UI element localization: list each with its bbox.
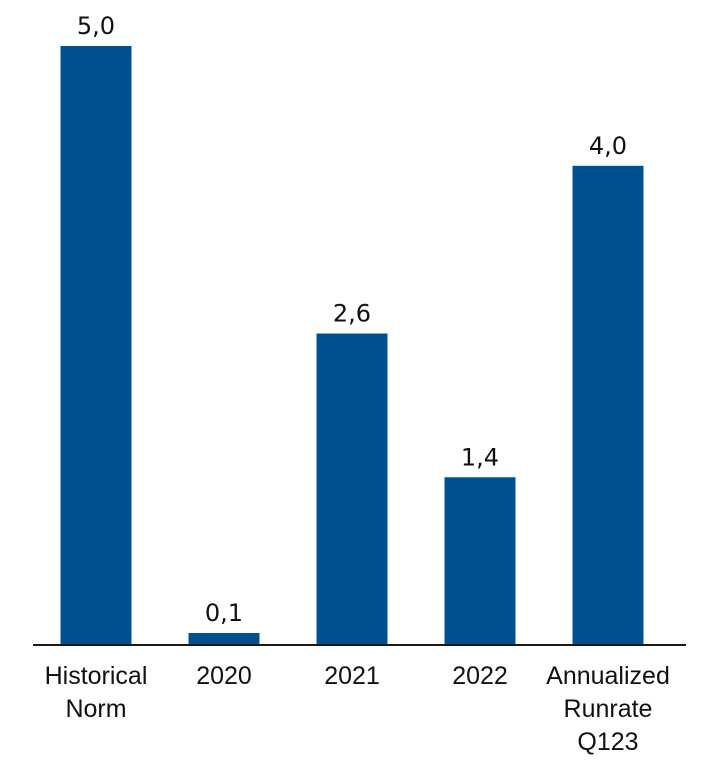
x-tick-label-4: Annualized Runrate Q123 [546, 662, 670, 756]
bar-1 [188, 633, 260, 645]
x-tick-label-line: Runrate [564, 695, 653, 723]
x-tick-label-line: 2020 [196, 662, 252, 690]
bar-2 [316, 333, 388, 645]
x-tick-label-line: Historical [45, 662, 148, 690]
bar-value-label-0: 5,0 [77, 12, 115, 40]
bar-4 [572, 165, 644, 646]
bar-0 [60, 46, 132, 645]
bar-value-label-2: 2,6 [333, 300, 371, 328]
x-tick-label-1: 2020 [196, 662, 252, 690]
x-tick-label-line: Norm [65, 695, 126, 723]
x-tick-label-line: Annualized [546, 662, 670, 690]
bar-value-label-1: 0,1 [205, 599, 243, 627]
x-tick-label-2: 2021 [324, 662, 380, 690]
x-tick-label-line: Q123 [577, 728, 638, 756]
bar-3 [444, 477, 516, 645]
bar-value-label-3: 1,4 [461, 443, 499, 471]
x-tick-label-0: Historical Norm [45, 662, 148, 723]
x-tick-label-line: 2021 [324, 662, 380, 690]
bar-value-label-4: 4,0 [589, 132, 627, 160]
x-tick-label-line: 2022 [452, 662, 508, 690]
x-tick-label-3: 2022 [452, 662, 508, 690]
